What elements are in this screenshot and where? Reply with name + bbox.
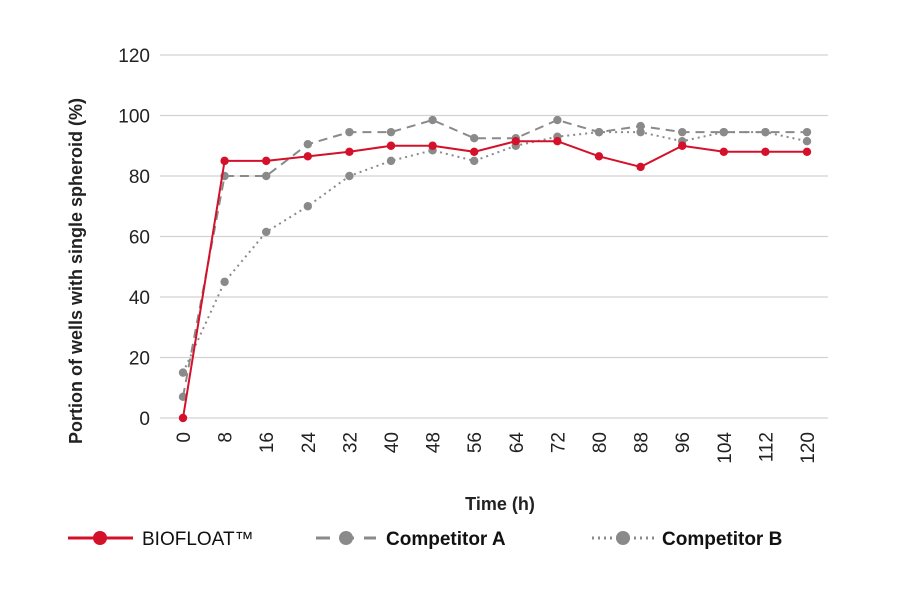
data-point	[303, 152, 312, 161]
legend-label: Competitor B	[662, 529, 782, 550]
y-tick-label: 100	[118, 107, 150, 128]
x-tick-label: 120	[798, 432, 819, 464]
x-tick-label: 88	[632, 432, 653, 453]
legend-marker	[616, 531, 630, 545]
series-line	[182, 140, 807, 419]
x-tick-label: 0	[174, 432, 195, 443]
data-point	[636, 121, 645, 131]
x-tick-label: 72	[548, 432, 569, 453]
x-tick-label: 96	[673, 432, 694, 453]
data-point	[470, 133, 479, 143]
legend-label: BIOFLOAT™	[142, 529, 254, 550]
legend-marker	[339, 531, 353, 545]
y-tick-label: 80	[129, 167, 150, 188]
data-point	[636, 162, 645, 172]
y-tick-label: 60	[129, 228, 150, 249]
data-point	[594, 127, 604, 137]
data-point	[262, 227, 271, 237]
legend: BIOFLOAT™ Competitor A Competitor B	[68, 529, 782, 550]
data-point	[470, 156, 479, 166]
data-point	[470, 147, 479, 156]
series-line	[182, 131, 808, 374]
data-point	[303, 202, 312, 211]
data-point	[220, 156, 229, 166]
legend-label: Competitor A	[386, 529, 506, 550]
data-point	[386, 127, 396, 137]
data-point	[761, 147, 770, 156]
y-axis-label: Portion of wells with single spheroid (%…	[66, 98, 86, 444]
x-tick-label: 40	[382, 432, 403, 453]
data-point	[553, 137, 562, 146]
series-competitor-b	[178, 127, 812, 377]
data-point	[678, 141, 687, 150]
legend-item: BIOFLOAT™	[68, 529, 254, 550]
x-tick-label: 32	[340, 432, 361, 453]
y-tick-label: 40	[129, 288, 150, 309]
series-line	[182, 118, 807, 398]
x-tick-label: 104	[715, 432, 736, 464]
data-point	[428, 141, 437, 150]
legend-item: Competitor B	[592, 529, 782, 550]
x-tick-label: 16	[257, 432, 278, 453]
x-tick-label: 112	[756, 432, 777, 462]
data-point	[178, 368, 188, 377]
gridlines	[160, 54, 828, 419]
data-point	[428, 115, 437, 125]
x-axis-ticks: 0 8 16 24 32 40 48 56 64 72 80 88 96 104 112 120	[174, 432, 819, 464]
data-point	[553, 115, 562, 125]
legend-marker	[93, 531, 107, 545]
data-point	[636, 127, 645, 137]
data-point	[345, 171, 354, 181]
data-point	[345, 147, 354, 156]
data-point	[386, 141, 396, 150]
x-tick-label: 64	[507, 432, 528, 454]
data-point	[262, 171, 271, 181]
data-point	[802, 147, 812, 156]
x-tick-label: 8	[216, 432, 237, 443]
series-biofloat-	[178, 137, 812, 423]
data-point	[303, 140, 312, 149]
series-lines	[178, 115, 812, 423]
y-tick-label: 120	[118, 46, 150, 67]
data-point	[802, 127, 812, 137]
data-point	[802, 137, 812, 146]
data-point	[345, 127, 354, 137]
series-competitor-a	[178, 115, 812, 402]
data-point	[594, 152, 604, 161]
data-point	[678, 127, 687, 137]
data-point	[719, 147, 728, 156]
x-tick-label: 48	[424, 432, 445, 453]
y-tick-label: 20	[129, 349, 150, 370]
x-tick-label: 24	[299, 432, 320, 454]
legend-item: Competitor A	[316, 529, 506, 550]
data-point	[719, 127, 728, 137]
x-axis-label: Time (h)	[465, 494, 535, 514]
data-point	[262, 156, 271, 166]
data-point	[761, 127, 770, 137]
y-tick-label: 0	[139, 409, 150, 430]
data-point	[511, 137, 520, 146]
data-point	[220, 277, 229, 287]
y-axis-ticks: 0 20 40 60 80 100 120	[118, 46, 150, 430]
data-point	[386, 156, 396, 166]
data-point	[178, 413, 188, 423]
x-tick-label: 56	[465, 432, 486, 453]
x-tick-label: 80	[590, 432, 611, 453]
